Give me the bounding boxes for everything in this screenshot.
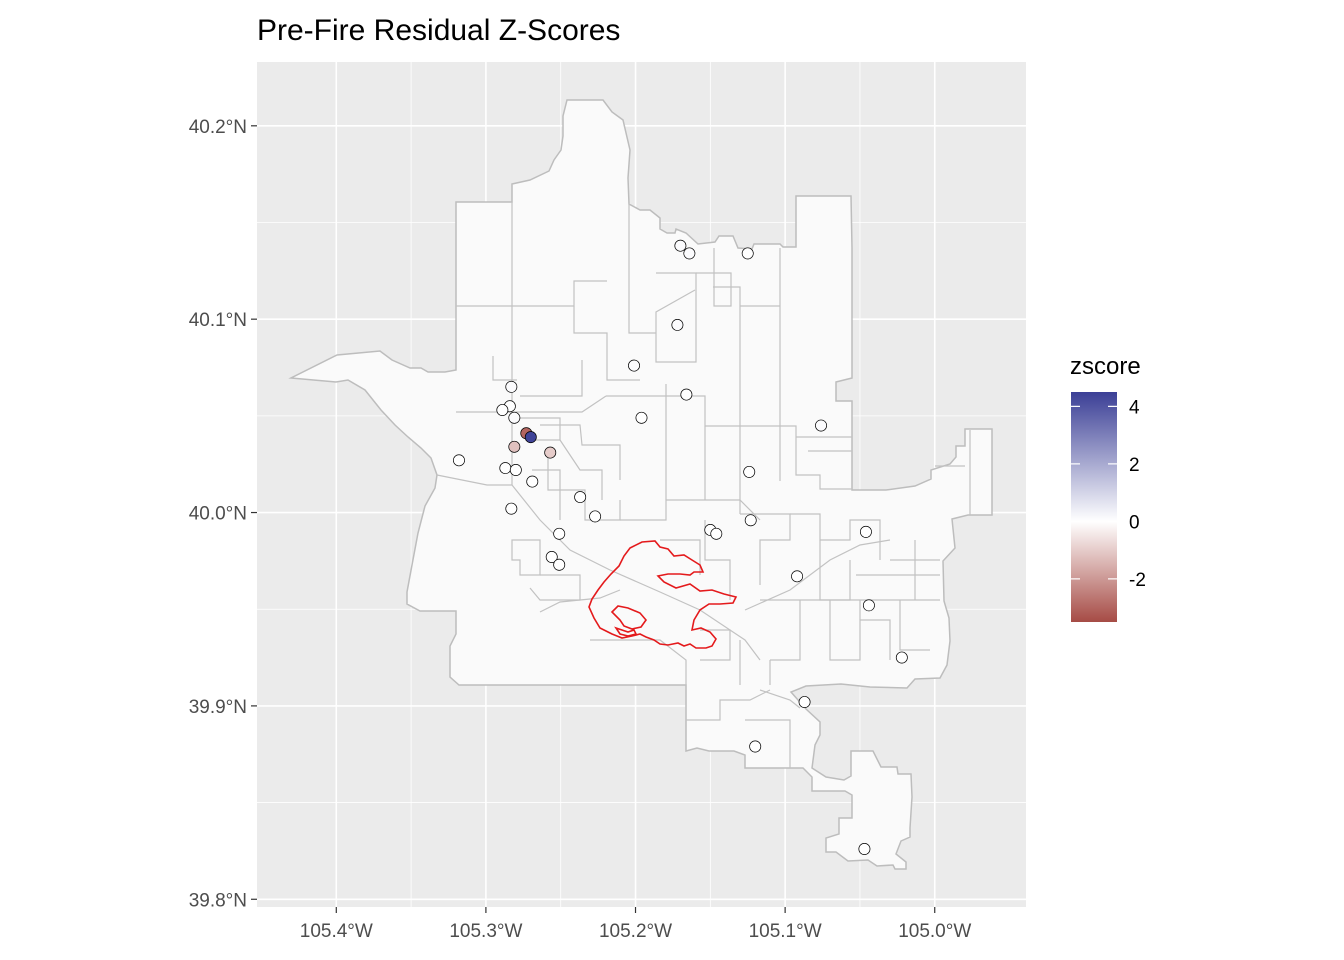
data-point	[508, 440, 521, 453]
data-point	[499, 462, 512, 475]
colorbar-ticks	[1071, 405, 1117, 580]
data-point	[683, 247, 696, 260]
data-point	[744, 514, 757, 527]
data-point	[749, 740, 762, 753]
colorbar	[1071, 392, 1117, 622]
y-tick-label: 40.0°N	[189, 504, 247, 525]
data-point	[859, 525, 872, 538]
fire-perimeter	[588, 540, 738, 649]
colorbar-labels: 4 2 0 -2	[1129, 397, 1146, 591]
data-point	[509, 464, 522, 476]
data-point	[680, 388, 693, 401]
y-tick-label: 40.2°N	[189, 117, 247, 138]
data-point	[628, 359, 640, 372]
x-tick-label: 105.1°W	[749, 921, 822, 942]
y-tick-label: 40.1°N	[189, 310, 247, 331]
colorbar-label: 4	[1129, 397, 1140, 418]
data-point	[798, 696, 811, 708]
y-axis: 39.8°N 39.9°N 40.0°N 40.1°N 40.2°N	[189, 117, 257, 911]
data-point	[895, 651, 908, 664]
chart-title: Pre-Fire Residual Z-Scores	[257, 14, 620, 47]
x-tick-label: 105.0°W	[898, 921, 971, 942]
data-point	[741, 247, 754, 260]
data-point	[862, 599, 875, 612]
colorbar-label: 0	[1129, 512, 1140, 533]
data-point	[496, 404, 509, 417]
x-tick-label: 105.4°W	[300, 921, 373, 942]
data-point	[574, 491, 587, 504]
data-point	[710, 527, 723, 540]
census-block-boundaries	[436, 202, 971, 768]
data-point	[589, 510, 602, 523]
data-point	[505, 502, 518, 515]
data-point	[553, 558, 566, 571]
x-tick-label: 105.2°W	[599, 921, 672, 942]
data-points	[453, 239, 908, 855]
data-point	[858, 843, 871, 855]
data-point	[526, 475, 539, 488]
data-point	[553, 527, 566, 540]
data-point	[743, 465, 756, 478]
data-point	[544, 446, 557, 459]
data-point	[508, 411, 521, 424]
data-point	[505, 380, 518, 393]
data-point	[674, 239, 687, 252]
x-tick-label: 105.3°W	[449, 921, 522, 942]
colorbar-label: -2	[1129, 570, 1146, 591]
data-point	[524, 431, 537, 444]
y-tick-label: 39.9°N	[189, 697, 247, 718]
legend: zscore 4 2 0 -2	[1070, 353, 1146, 622]
data-point	[791, 570, 804, 583]
data-point	[635, 411, 648, 424]
colorbar-label: 2	[1129, 455, 1140, 476]
data-point	[545, 551, 558, 563]
y-tick-label: 39.8°N	[189, 890, 247, 911]
county-boundary	[288, 99, 993, 870]
region-map	[288, 99, 993, 870]
legend-title: zscore	[1070, 353, 1141, 380]
data-point	[815, 419, 827, 432]
x-axis: 105.4°W 105.3°W 105.2°W 105.1°W 105.0°W	[300, 907, 971, 942]
data-point	[671, 319, 684, 331]
data-point	[453, 454, 465, 467]
